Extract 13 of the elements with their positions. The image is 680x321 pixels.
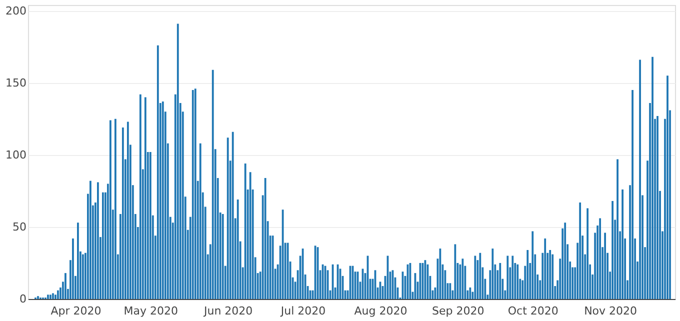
x-tick-label: May 2020 xyxy=(124,304,178,318)
x-tick-label: Nov 2020 xyxy=(584,304,638,318)
x-tick-label: Aug 2020 xyxy=(354,304,408,318)
y-tick-label: 50 xyxy=(12,220,26,234)
y-tick-label: 0 xyxy=(20,292,26,306)
x-tick-label: Jul 2020 xyxy=(280,304,326,318)
y-tick-label: 200 xyxy=(6,4,26,18)
x-tick-label: Apr 2020 xyxy=(50,304,102,318)
x-tick-label: Oct 2020 xyxy=(508,304,558,318)
y-tick-label: 100 xyxy=(6,148,26,162)
x-tick-label: Jun 2020 xyxy=(203,304,253,318)
x-tick-label: Sep 2020 xyxy=(432,304,484,318)
y-tick-label: 150 xyxy=(6,76,26,90)
